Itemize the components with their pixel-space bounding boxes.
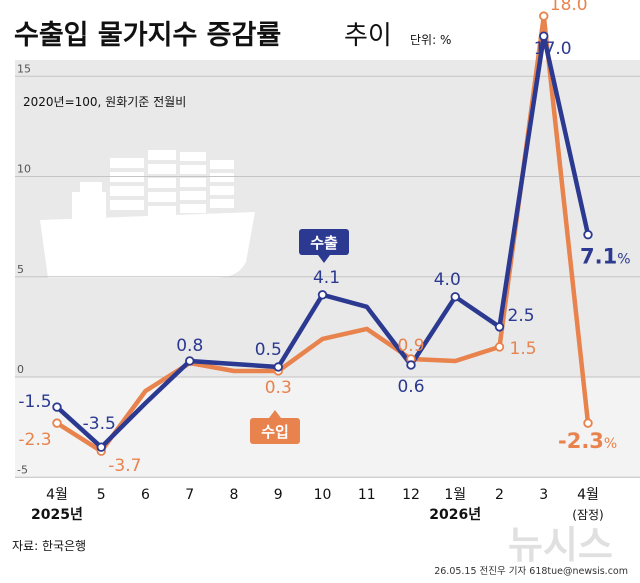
- data-point: [450, 292, 460, 302]
- data-point: [52, 418, 62, 428]
- value-label-import: -3.7: [108, 456, 141, 476]
- value-label-export: 2.5: [508, 306, 535, 326]
- data-point: [539, 11, 549, 21]
- value-label-export: 4.1: [313, 268, 340, 288]
- x-tick-label: 2: [495, 487, 504, 503]
- value-text: 18.0: [550, 0, 588, 15]
- x-tick-label: 12: [402, 487, 420, 503]
- value-label-import: 0.9: [397, 336, 424, 356]
- x-tick-label: 6: [141, 487, 150, 503]
- value-label-import: -2.3: [18, 430, 51, 450]
- series-points: [52, 11, 593, 456]
- value-text: 0.8: [176, 336, 203, 356]
- value-label-export: 17.0: [534, 39, 572, 59]
- value-text: -3.5: [83, 414, 116, 434]
- x-axis-ticks: 4월 2025년 5 6 7 8 9 10 11 12 1월 2026년 2 3 4월 (잠정): [31, 487, 604, 523]
- y-tick-label: 5: [17, 263, 24, 276]
- value-text: 1.5: [510, 339, 537, 359]
- value-label-export: 0.8: [176, 336, 203, 356]
- value-label-import: 1.5: [510, 339, 537, 359]
- legend-import: 수입: [250, 410, 300, 444]
- value-text: 2.5: [508, 306, 535, 326]
- data-point: [583, 418, 593, 428]
- base-note: 2020년=100, 원화기준 전월비: [23, 95, 186, 109]
- data-point: [494, 342, 505, 352]
- value-label-export: 0.6: [397, 377, 424, 397]
- y-axis-ticks: -5 0 5 10 15: [17, 62, 31, 476]
- value-label-export: 7.1%: [580, 245, 631, 269]
- x-tick-label: 4월: [577, 487, 599, 503]
- value-text: 4.1: [313, 268, 340, 288]
- x-tick-sublabel: (잠정): [572, 508, 603, 522]
- value-text: -1.5: [18, 392, 51, 412]
- credit-label: 26.05.15 전진우 기자 618tue@newsis.com: [434, 566, 628, 577]
- x-tick-label: 5: [97, 487, 106, 503]
- value-text: 0.5: [255, 340, 282, 360]
- value-text: 4.0: [434, 270, 461, 290]
- x-tick-label: 11: [358, 487, 376, 503]
- x-tick-sublabel: 2025년: [31, 507, 83, 523]
- y-tick-label: 15: [17, 62, 31, 75]
- value-label-import: 18.0: [550, 0, 588, 15]
- value-label-import: -2.3%: [558, 429, 617, 453]
- y-tick-label: -5: [17, 463, 28, 476]
- data-point: [52, 402, 62, 412]
- x-tick-label: 4월: [46, 487, 68, 503]
- chart-title-suffix: 추이: [344, 21, 392, 51]
- value-text: 7.1: [580, 245, 617, 269]
- source-label: 자료: 한국은행: [12, 538, 86, 553]
- data-point: [317, 290, 328, 300]
- value-text: 0.6: [397, 377, 424, 397]
- x-tick-sublabel: 2026년: [429, 507, 481, 523]
- unit-label: 단위: %: [410, 33, 451, 47]
- x-tick-label: 1월: [444, 487, 466, 503]
- value-label-export: 4.0: [434, 270, 461, 290]
- data-point: [273, 362, 283, 372]
- value-text: 0.9: [397, 336, 424, 356]
- data-point: [406, 360, 416, 370]
- watermark: 뉴시스: [508, 523, 613, 567]
- legend-export-label: 수출: [310, 234, 338, 252]
- data-point: [539, 31, 549, 41]
- value-label-import: 0.3: [265, 378, 292, 398]
- value-text: 0.3: [265, 378, 292, 398]
- x-tick-label: 8: [230, 487, 239, 503]
- value-label-export: -3.5: [83, 414, 116, 434]
- value-suffix: %: [604, 436, 617, 452]
- x-tick-label: 7: [185, 487, 194, 503]
- data-point: [494, 322, 505, 332]
- value-suffix: %: [617, 252, 630, 268]
- x-tick-label: 3: [539, 487, 548, 503]
- y-tick-label: 10: [17, 163, 31, 176]
- data-point: [185, 356, 195, 366]
- value-labels: -1.5-3.50.8 0.54.10.64.02.517.07.1%-2.3-3…: [18, 0, 630, 476]
- value-label-export: -1.5: [18, 392, 51, 412]
- value-text: -3.7: [108, 456, 141, 476]
- legend-import-label: 수입: [261, 423, 289, 441]
- legend-export: 수출: [299, 229, 349, 263]
- value-text: 17.0: [534, 39, 572, 59]
- y-tick-label: 0: [17, 363, 24, 376]
- data-point: [583, 229, 593, 240]
- x-tick-label: 10: [314, 487, 332, 503]
- cargo-ship-icon: [40, 150, 255, 278]
- data-point: [96, 442, 106, 452]
- x-tick-label: 9: [274, 487, 283, 503]
- value-text: -2.3: [558, 429, 604, 453]
- value-text: -2.3: [18, 430, 51, 450]
- chart-title: 수출입 물가지수 증감률: [14, 20, 281, 51]
- value-label-export: 0.5: [255, 340, 282, 360]
